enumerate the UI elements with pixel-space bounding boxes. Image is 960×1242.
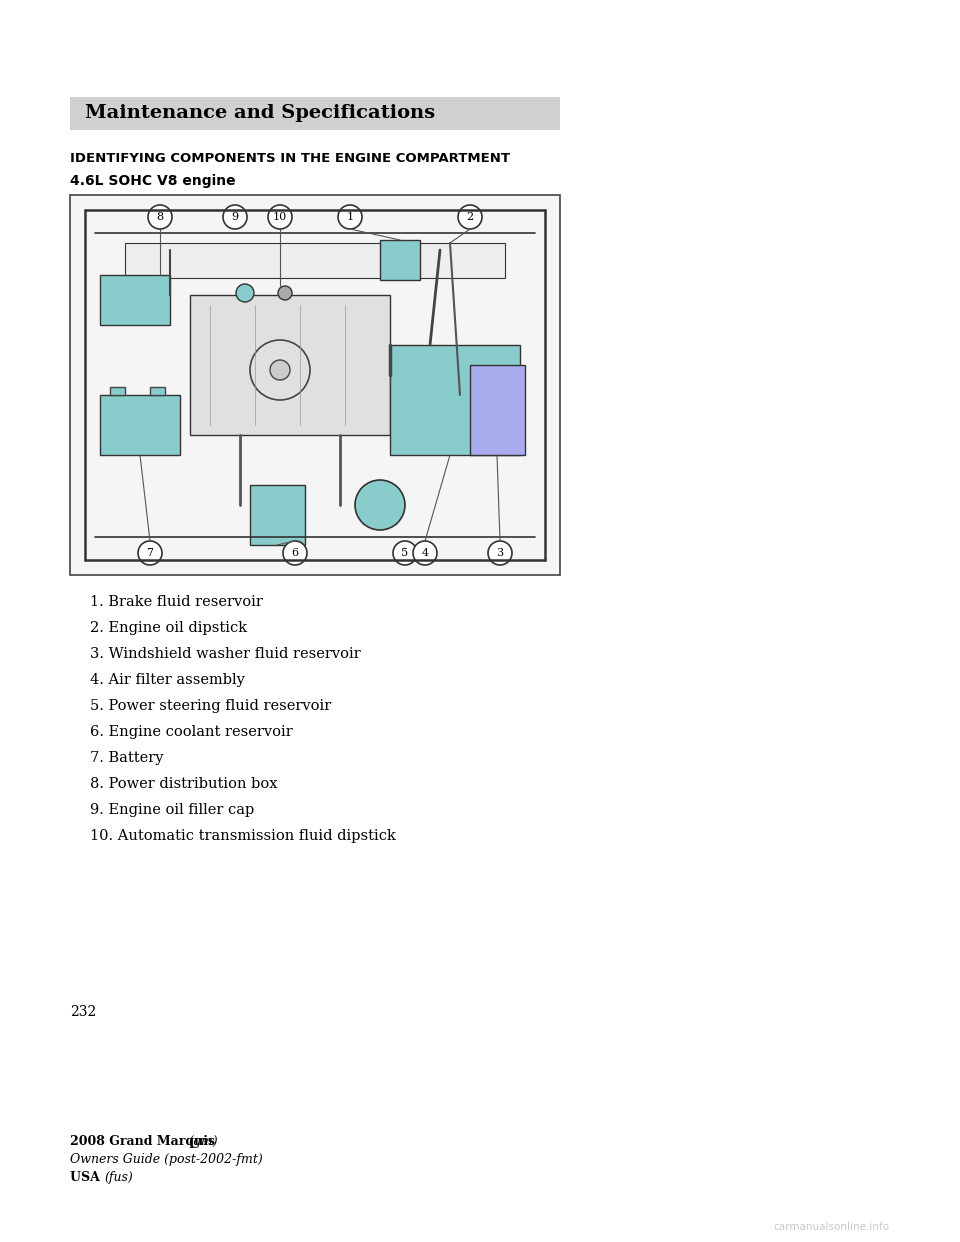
Text: 7. Battery: 7. Battery — [90, 751, 163, 765]
Bar — [470, 365, 525, 455]
Text: 2. Engine oil dipstick: 2. Engine oil dipstick — [90, 621, 247, 635]
Circle shape — [338, 205, 362, 229]
Bar — [125, 243, 505, 278]
Circle shape — [413, 542, 437, 565]
Bar — [110, 388, 125, 395]
Text: 9. Engine oil filler cap: 9. Engine oil filler cap — [90, 804, 254, 817]
Text: 10. Automatic transmission fluid dipstick: 10. Automatic transmission fluid dipstic… — [90, 828, 396, 843]
Text: (gm): (gm) — [188, 1135, 218, 1148]
Bar — [150, 388, 165, 395]
Circle shape — [223, 205, 247, 229]
Text: 2008 Grand Marquis: 2008 Grand Marquis — [70, 1135, 220, 1148]
Text: 3: 3 — [496, 548, 504, 558]
Bar — [380, 240, 420, 279]
Circle shape — [268, 205, 292, 229]
Text: 4.6L SOHC V8 engine: 4.6L SOHC V8 engine — [70, 174, 235, 188]
Text: 3. Windshield washer fluid reservoir: 3. Windshield washer fluid reservoir — [90, 647, 361, 661]
Circle shape — [458, 205, 482, 229]
Text: 4. Air filter assembly: 4. Air filter assembly — [90, 673, 245, 687]
Bar — [390, 345, 520, 455]
Text: 8. Power distribution box: 8. Power distribution box — [90, 777, 277, 791]
Circle shape — [138, 542, 162, 565]
Text: 1. Brake fluid reservoir: 1. Brake fluid reservoir — [90, 595, 263, 609]
Bar — [70, 195, 560, 575]
Text: (fus): (fus) — [104, 1171, 132, 1184]
Circle shape — [278, 286, 292, 301]
Bar — [250, 484, 305, 545]
Text: carmanualsonline.info: carmanualsonline.info — [774, 1222, 890, 1232]
Text: 6: 6 — [292, 548, 299, 558]
Text: Owners Guide (post-2002-fmt): Owners Guide (post-2002-fmt) — [70, 1153, 263, 1166]
Text: 7: 7 — [147, 548, 154, 558]
Circle shape — [393, 542, 417, 565]
Bar — [100, 274, 170, 325]
Circle shape — [488, 542, 512, 565]
Text: 10: 10 — [273, 212, 287, 222]
Circle shape — [283, 542, 307, 565]
Text: Maintenance and Specifications: Maintenance and Specifications — [85, 104, 435, 123]
Bar — [190, 296, 390, 435]
Bar — [100, 395, 180, 455]
Text: 2: 2 — [467, 212, 473, 222]
Bar — [70, 97, 560, 130]
Text: 5. Power steering fluid reservoir: 5. Power steering fluid reservoir — [90, 699, 331, 713]
Circle shape — [148, 205, 172, 229]
Text: 6. Engine coolant reservoir: 6. Engine coolant reservoir — [90, 725, 293, 739]
Text: IDENTIFYING COMPONENTS IN THE ENGINE COMPARTMENT: IDENTIFYING COMPONENTS IN THE ENGINE COM… — [70, 152, 510, 165]
Text: 9: 9 — [231, 212, 239, 222]
Text: 8: 8 — [156, 212, 163, 222]
Text: USA: USA — [70, 1171, 105, 1184]
Text: 5: 5 — [401, 548, 409, 558]
Circle shape — [355, 479, 405, 530]
Text: 1: 1 — [347, 212, 353, 222]
Text: 232: 232 — [70, 1005, 96, 1018]
Circle shape — [270, 360, 290, 380]
Circle shape — [236, 284, 254, 302]
Text: 4: 4 — [421, 548, 428, 558]
